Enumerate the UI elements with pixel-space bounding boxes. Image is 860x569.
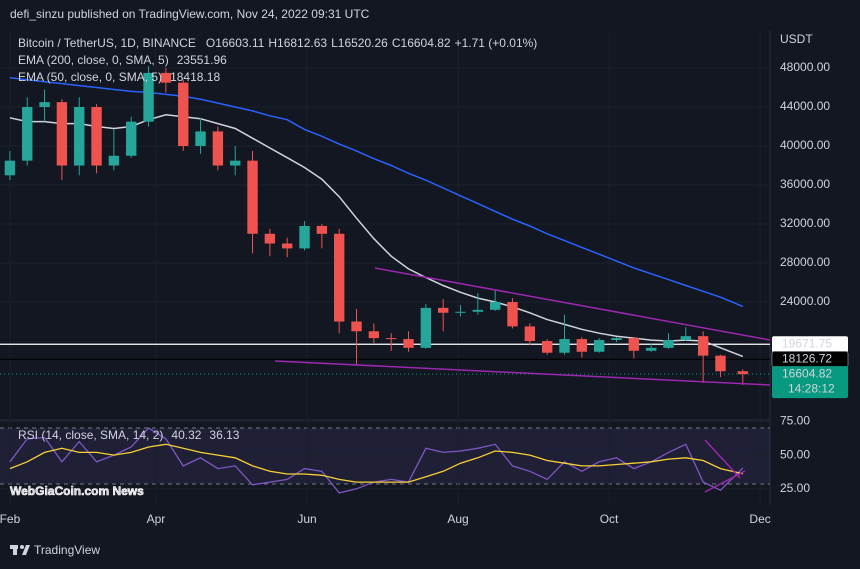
candle-body: [628, 338, 640, 351]
legend-text: C: [392, 36, 401, 50]
footer-logo: [10, 545, 30, 555]
legend-text: 36.13: [209, 428, 239, 442]
rsi-tick-label: 25.00: [780, 481, 810, 495]
candle-body: [611, 338, 622, 341]
price-tag: [772, 366, 848, 399]
price-tag-label: 19671.75: [782, 336, 832, 350]
x-tick-label: Apr: [147, 512, 166, 526]
candle-body: [195, 131, 206, 147]
rsi-tick-label: 75.00: [780, 414, 810, 428]
legend-text: L: [331, 36, 338, 50]
candle-body: [108, 155, 120, 166]
y-tick-label: 32000.00: [780, 216, 830, 230]
candle-body: [507, 302, 518, 327]
candle-body: [74, 107, 85, 166]
candle-body: [4, 160, 16, 176]
candle-body: [715, 355, 726, 372]
price-tag-label: 18126.72: [782, 351, 832, 365]
legend-text: 16603.11: [215, 36, 264, 50]
candle-body: [264, 233, 276, 244]
candle-body: [524, 326, 536, 342]
candle-body: [299, 225, 310, 249]
rsi-band: [0, 428, 770, 484]
trend-line: [374, 267, 771, 341]
x-tick-label: Jun: [297, 512, 316, 526]
candle-body: [230, 160, 241, 166]
candle-body: [351, 321, 362, 332]
y-tick-label: 40000.00: [780, 138, 830, 152]
y-tick-label: 48000.00: [780, 60, 830, 74]
candle-body: [247, 160, 258, 234]
rsi-trend-line: [704, 470, 746, 493]
legend-text: RSI (14, close, SMA, 14, 2): [18, 428, 163, 442]
candle-body: [22, 107, 33, 161]
ema-line: [9, 77, 744, 308]
publisher-header: defi_sinzu published on TradingView.com,…: [10, 7, 370, 21]
candle-body: [541, 341, 553, 353]
footer-brand: TradingView: [34, 543, 100, 557]
legend-text: H: [268, 36, 277, 50]
candle-body: [56, 102, 68, 166]
candle-body: [455, 311, 466, 313]
candle-body: [91, 107, 102, 166]
candle-body: [316, 225, 328, 234]
legend-text: +1.71 (+0.01%): [455, 36, 538, 50]
rsi-tick-label: 50.00: [780, 447, 810, 461]
candle-body: [472, 309, 484, 312]
countdown: 14:28:12: [788, 381, 835, 395]
candle-body: [593, 340, 605, 352]
price-tag: [772, 336, 848, 353]
legend-text: EMA (50, close, 0, SMA, 5): [18, 70, 162, 84]
legend-text: 23551.96: [177, 53, 227, 67]
legend-text: Bitcoin / TetherUS, 1D, BINANCE: [18, 36, 196, 50]
candle-body: [385, 338, 397, 340]
y-tick-label: 28000.00: [780, 255, 830, 269]
candle-body: [126, 121, 137, 156]
rsi-sma-line: [9, 443, 743, 483]
legend-text: 16520.26: [338, 36, 388, 50]
candle-body: [680, 336, 692, 341]
candle-body: [333, 233, 345, 322]
x-tick-label: Feb: [0, 512, 21, 526]
x-tick-label: Oct: [600, 512, 619, 526]
watermark: WebGiaCoin.com News: [10, 484, 144, 498]
candle-body: [160, 72, 172, 83]
candle-body: [737, 371, 748, 375]
legend-text: EMA (200, close, 0, SMA, 5): [18, 53, 169, 67]
rsi-trend-line: [704, 439, 741, 479]
candle-body: [559, 339, 570, 353]
price-tag-label: 16604.82: [782, 366, 832, 380]
candle-body: [368, 331, 380, 339]
y-axis-unit: USDT: [780, 32, 813, 46]
legend-text: 16604.82: [401, 36, 451, 50]
x-tick-label: Aug: [447, 512, 468, 526]
candle-body: [697, 336, 709, 356]
candle-body: [489, 302, 501, 310]
candle-body: [39, 102, 50, 108]
legend-text: 18418.18: [170, 70, 220, 84]
y-tick-label: 44000.00: [780, 99, 830, 113]
candle-body: [420, 307, 432, 348]
candle-body: [178, 82, 189, 147]
candle-body: [663, 340, 674, 348]
candle-body: [212, 131, 224, 166]
candle-body: [437, 307, 449, 313]
legend-text: O: [206, 36, 215, 50]
candle-body: [645, 347, 657, 351]
candle-body: [143, 72, 154, 122]
candle-body: [576, 339, 588, 352]
legend-text: 40.32: [171, 428, 201, 442]
x-tick-label: Dec: [749, 512, 770, 526]
candle-body: [403, 339, 414, 348]
y-tick-label: 36000.00: [780, 177, 830, 191]
legend-text: 16812.63: [277, 36, 327, 50]
trend-line: [274, 360, 771, 386]
candle-body: [282, 243, 293, 249]
y-tick-label: 24000.00: [780, 294, 830, 308]
